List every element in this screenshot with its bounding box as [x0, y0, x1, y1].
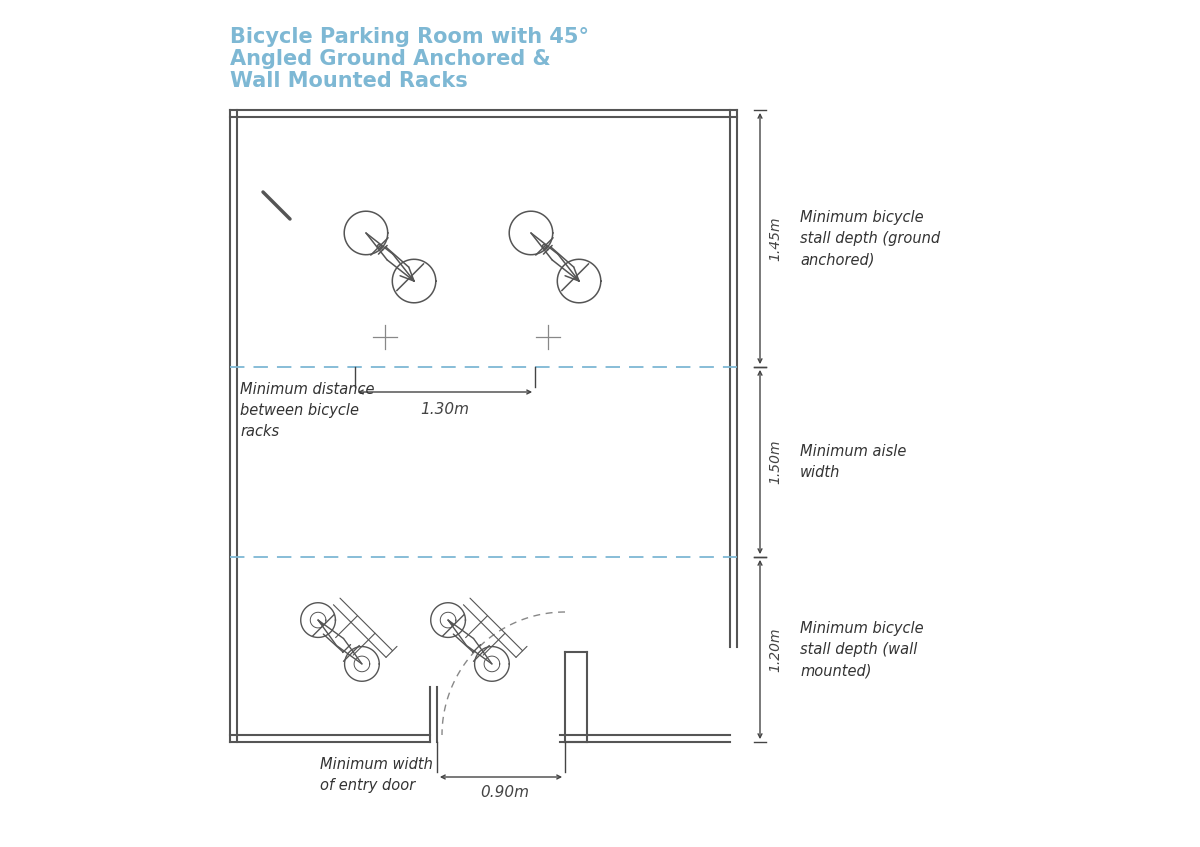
Text: 1.50m: 1.50m — [768, 440, 782, 484]
Text: 1.45m: 1.45m — [768, 216, 782, 261]
Text: Minimum bicycle
stall depth (ground
anchored): Minimum bicycle stall depth (ground anch… — [800, 210, 940, 267]
Text: Minimum distance
between bicycle
racks: Minimum distance between bicycle racks — [240, 382, 374, 439]
Text: 1.20m: 1.20m — [768, 628, 782, 672]
Text: Angled Ground Anchored &: Angled Ground Anchored & — [230, 49, 551, 69]
Text: Wall Mounted Racks: Wall Mounted Racks — [230, 71, 468, 91]
Text: Minimum bicycle
stall depth (wall
mounted): Minimum bicycle stall depth (wall mounte… — [800, 621, 924, 678]
Text: Minimum aisle
width: Minimum aisle width — [800, 444, 906, 480]
Text: Bicycle Parking Room with 45°: Bicycle Parking Room with 45° — [230, 27, 589, 47]
Text: 0.90m: 0.90m — [480, 785, 529, 800]
Text: 1.30m: 1.30m — [420, 402, 469, 417]
Text: Minimum width
of entry door: Minimum width of entry door — [320, 757, 433, 793]
